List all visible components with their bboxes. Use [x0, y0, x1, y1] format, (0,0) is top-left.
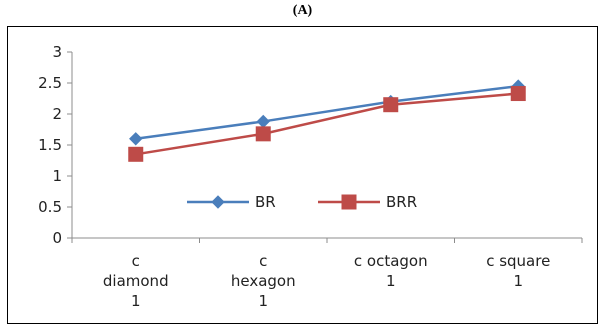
x-tick-label-line: hexagon [231, 272, 296, 290]
x-tick-label-line: diamond [103, 272, 169, 290]
series-line [135, 84, 519, 141]
chart-legend: BR BRR [187, 193, 417, 211]
x-tick-label: c diamond 1 [103, 252, 169, 310]
chart-axes [71, 52, 582, 239]
y-tick-label: 1 [52, 167, 62, 185]
y-tick-label: 3 [52, 43, 62, 61]
y-axis-ticks: 0 0.5 1 1.5 2 2.5 3 [38, 43, 72, 247]
series-br [129, 79, 525, 146]
legend-marker [341, 194, 357, 210]
legend-marker [211, 195, 225, 209]
x-tick-label-line: 1 [386, 272, 396, 290]
data-point [255, 126, 271, 142]
x-tick-label: c square 1 [486, 252, 550, 290]
x-tick-label: c hexagon 1 [231, 252, 296, 310]
x-tick-label: c octagon 1 [354, 252, 428, 290]
chart-frame [7, 26, 598, 324]
data-point [256, 114, 270, 129]
x-tick-label-line: 1 [131, 292, 141, 310]
y-tick-label: 0.5 [38, 198, 62, 216]
x-axis-ticks: c diamond 1 c hexagon 1 c octagon 1 c square 1 [71, 238, 583, 310]
data-point [129, 132, 143, 146]
y-tick-label: 1.5 [38, 136, 62, 154]
data-point [383, 97, 399, 113]
y-tick-label: 2 [52, 105, 62, 123]
chart-series [128, 79, 526, 162]
data-point [510, 86, 526, 102]
legend-item: BR [187, 193, 276, 211]
y-tick-label: 2.5 [38, 74, 62, 92]
x-tick-label-line: 1 [513, 272, 523, 290]
x-tick-label-line: c [132, 252, 140, 270]
series-brr [128, 86, 526, 162]
legend-item: BRR [318, 193, 417, 211]
x-tick-label-line: c octagon [354, 252, 428, 270]
x-tick-label-line: c [259, 252, 267, 270]
series-line [135, 92, 519, 156]
data-point [128, 146, 144, 162]
y-tick-label: 0 [52, 229, 62, 247]
x-tick-label-line: c square [486, 252, 550, 270]
panel-label: (A) [292, 3, 313, 18]
x-tick-label-line: 1 [258, 292, 268, 310]
legend-label: BRR [386, 193, 417, 211]
legend-label: BR [255, 193, 276, 211]
